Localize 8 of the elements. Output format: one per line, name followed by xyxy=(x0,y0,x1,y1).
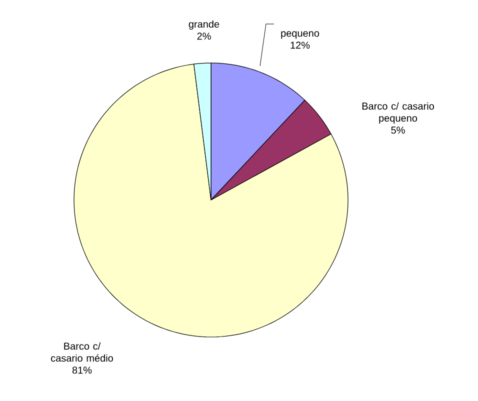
slice-label: Barco c/ casario médio xyxy=(51,342,113,362)
data-label: 2% xyxy=(197,32,211,40)
data-label: 12% xyxy=(290,42,310,49)
data-label: 81% xyxy=(72,366,92,374)
data-label: 5% xyxy=(391,126,405,134)
slice-label: Barco c/ casario pequeno xyxy=(362,102,434,124)
slice-label: grande xyxy=(188,20,220,30)
slice-label: pequeno xyxy=(281,31,320,39)
